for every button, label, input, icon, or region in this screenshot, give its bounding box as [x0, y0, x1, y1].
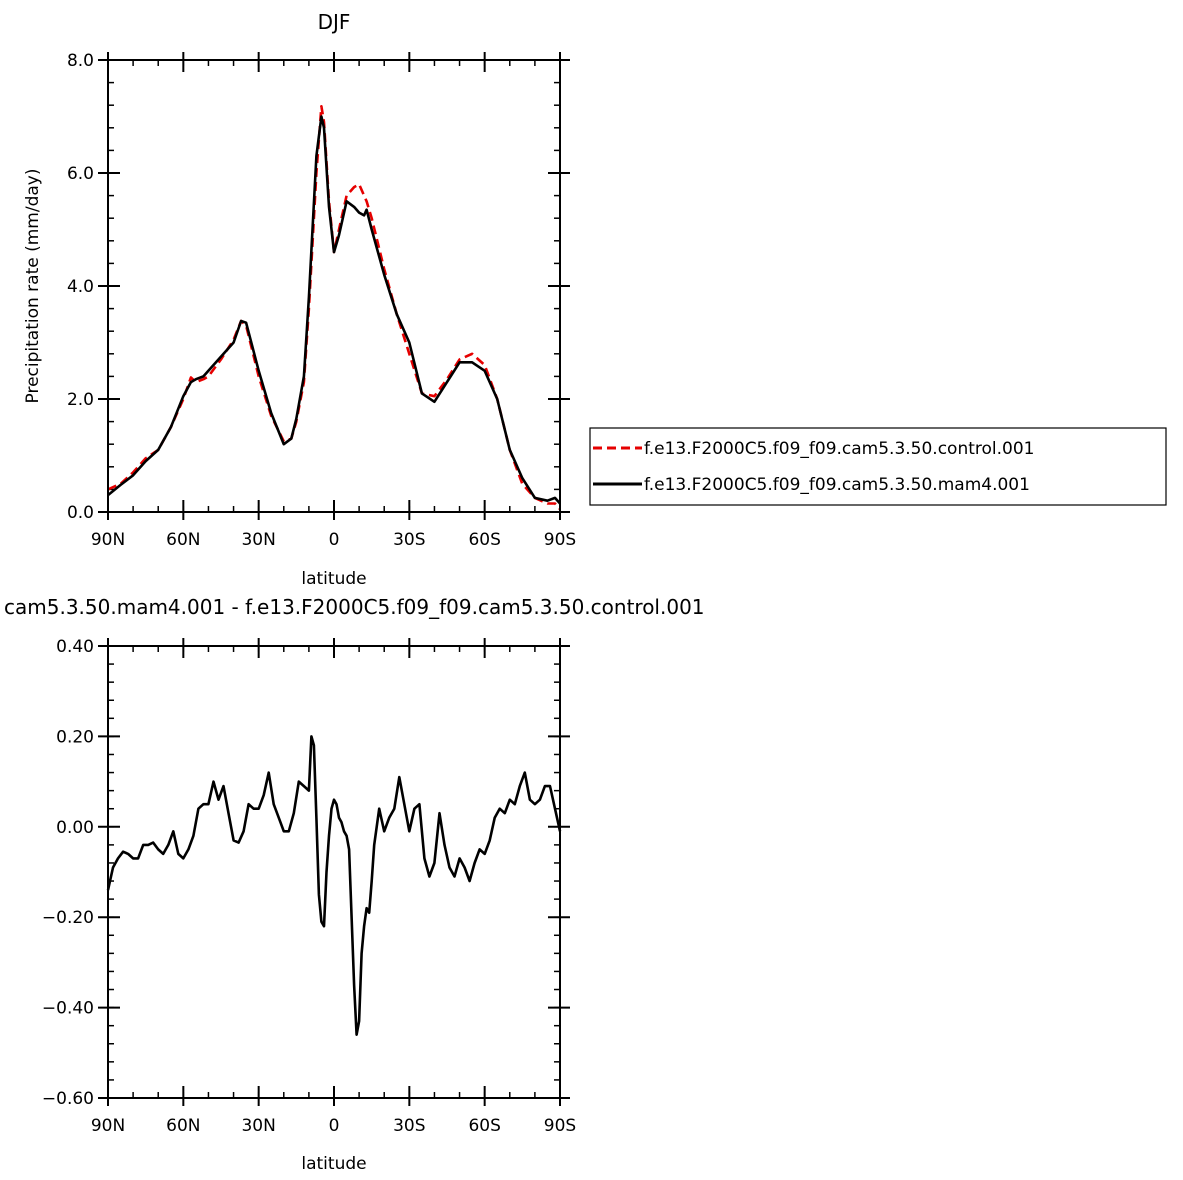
x-tick-label: 90N [91, 1116, 125, 1136]
bottom-difference-panel: cam5.3.50.mam4.001 - f.e13.F2000C5.f09_f… [4, 595, 705, 1174]
y-tick-label: 8.0 [67, 51, 94, 71]
top-plot-frame [107, 59, 561, 513]
x-tick-label: 60N [166, 530, 200, 550]
x-tick-label: 60S [468, 530, 500, 550]
y-tick-label: 0.0 [67, 503, 94, 523]
x-tick-label: 0 [329, 530, 340, 550]
y-tick-label: −0.20 [42, 908, 94, 928]
x-tick-label: 90S [544, 1116, 576, 1136]
bottom-plot-frame [107, 645, 561, 1099]
top-y-axis-label: Precipitation rate (mm/day) [23, 169, 43, 404]
x-tick-label: 30N [241, 1116, 275, 1136]
y-tick-label: 4.0 [67, 277, 94, 297]
y-tick-label: 0.40 [56, 637, 94, 657]
top-series-lines [107, 105, 561, 511]
top-axis-ticks [98, 52, 570, 520]
legend: f.e13.F2000C5.f09_f09.cam5.3.50.control.… [589, 427, 1167, 506]
series-line-1-0 [106, 735, 562, 1036]
top-x-tick-labels: 90N 60N 30N 0 30S 60S 90S [91, 530, 576, 550]
x-tick-label: 30S [393, 1116, 425, 1136]
legend-entry-control: f.e13.F2000C5.f09_f09.cam5.3.50.control.… [644, 439, 1035, 459]
y-tick-label: 0.20 [56, 727, 94, 747]
x-tick-label: 30N [241, 530, 275, 550]
bottom-series-lines [106, 735, 562, 1036]
y-tick-label: −0.40 [42, 999, 94, 1019]
y-tick-label: 2.0 [67, 390, 94, 410]
x-tick-label: 0 [329, 1116, 340, 1136]
bottom-chart-title: cam5.3.50.mam4.001 - f.e13.F2000C5.f09_f… [4, 595, 705, 619]
x-tick-label: 90N [91, 530, 125, 550]
x-tick-label: 90S [544, 530, 576, 550]
bottom-x-tick-labels: 90N 60N 30N 0 30S 60S 90S [91, 1116, 576, 1136]
bottom-axis-ticks [98, 638, 570, 1106]
legend-entry-mam4: f.e13.F2000C5.f09_f09.cam5.3.50.mam4.001 [644, 475, 1030, 495]
top-x-axis-label: latitude [301, 569, 366, 589]
legend-box [589, 427, 1167, 506]
bottom-x-axis-label: latitude [301, 1154, 366, 1174]
x-tick-label: 30S [393, 530, 425, 550]
y-tick-label: 0.00 [56, 818, 94, 838]
top-chart-title: DJF [318, 10, 351, 34]
x-tick-label: 60S [468, 1116, 500, 1136]
top-precip-panel: DJF 90N 60N 30N 0 30S 60S 90S 0.02.04.06.08.0 … [23, 10, 1167, 589]
bottom-y-tick-labels: 0.40 0.20 0.00 −0.20 −0.40 −0.60 [42, 637, 94, 1109]
x-tick-label: 60N [166, 1116, 200, 1136]
top-y-tick-labels: 0.0 2.0 4.0 6.0 8.0 [67, 51, 94, 523]
y-tick-label: −0.60 [42, 1089, 94, 1109]
y-tick-label: 6.0 [67, 164, 94, 184]
series-line-0-0 [107, 105, 561, 511]
series-line-0-1 [107, 115, 561, 505]
